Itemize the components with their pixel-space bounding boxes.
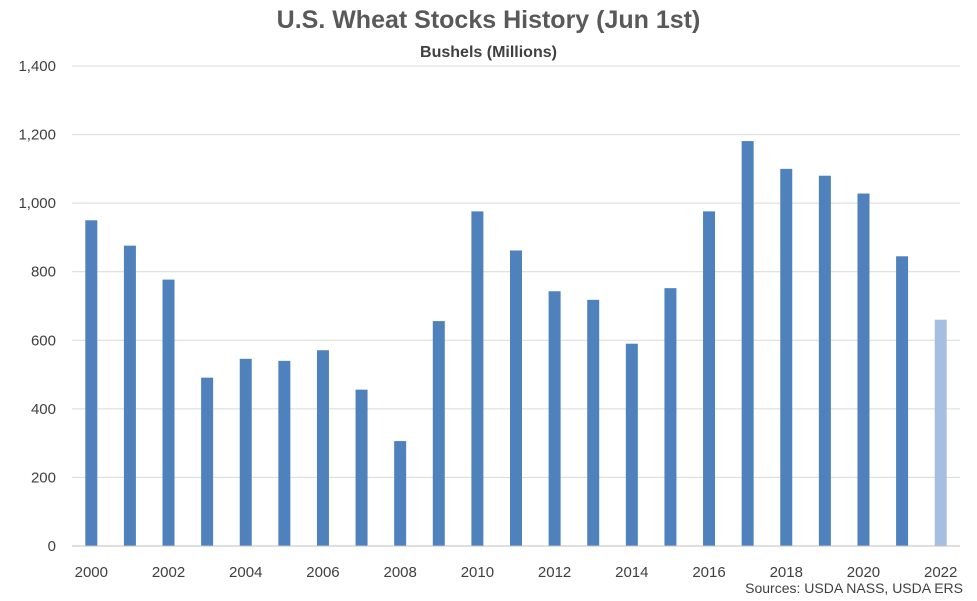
bar-2004	[239, 358, 252, 546]
x-tick-label: 2000	[75, 564, 108, 581]
x-tick-label: 2022	[924, 564, 957, 581]
bars	[85, 141, 947, 547]
x-tick-label: 2004	[229, 564, 262, 581]
y-tick-label: 400	[31, 401, 56, 418]
y-tick-label: 0	[48, 538, 56, 555]
bar-2019	[818, 175, 831, 546]
x-tick-label: 2016	[692, 564, 725, 581]
bar-2011	[510, 250, 522, 546]
y-tick-label: 200	[31, 469, 56, 486]
bar-2001	[123, 245, 136, 546]
x-tick-label: 2014	[615, 564, 648, 581]
chart-title: U.S. Wheat Stocks History (Jun 1st)	[276, 6, 701, 34]
bar-2000	[85, 220, 98, 547]
bar-2014	[625, 343, 638, 546]
bar-2003	[201, 377, 214, 546]
bar-2021	[896, 256, 909, 546]
bar-2002	[162, 279, 175, 546]
x-tick-label: 2002	[152, 564, 185, 581]
x-tick-label: 2006	[306, 564, 339, 581]
bar-2006	[316, 350, 329, 546]
bar-2013	[587, 299, 600, 546]
x-tick-label: 2020	[847, 564, 880, 581]
bar-2017	[741, 141, 754, 547]
bar-2010	[471, 211, 484, 546]
bar-2016	[703, 211, 716, 546]
bar-2015	[664, 288, 677, 546]
bar-2008	[394, 441, 407, 546]
chart-subtitle: Bushels (Millions)	[420, 44, 557, 61]
bar-2022	[934, 319, 947, 546]
x-tick-label: 2008	[383, 564, 416, 581]
bar-2012	[548, 291, 561, 546]
bar-2018	[780, 168, 793, 546]
source-note: Sources: USDA NASS, USDA ERS	[745, 580, 963, 596]
y-tick-label: 800	[31, 264, 56, 281]
bar-2007	[355, 389, 368, 546]
y-tick-label: 1,200	[18, 127, 56, 144]
bar-2005	[278, 360, 291, 546]
bar-2009	[432, 321, 445, 546]
x-tick-label: 2018	[770, 564, 803, 581]
x-tick-label: 2010	[461, 564, 494, 581]
bar-2020	[857, 193, 870, 547]
x-tick-label: 2012	[538, 564, 571, 581]
y-tick-label: 1,000	[18, 195, 56, 212]
y-tick-label: 1,400	[18, 58, 56, 75]
y-tick-label: 600	[31, 332, 56, 349]
tick-labels: 0 200 400 600 800 1,000 1,200 1,400 2000 2002 2004…	[18, 58, 957, 581]
